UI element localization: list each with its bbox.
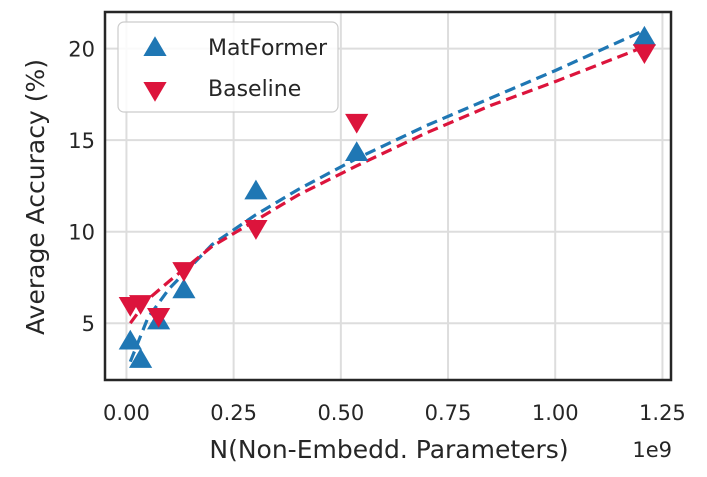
y-tick-label: 20 (68, 38, 95, 62)
x-tick-label: 0.50 (317, 401, 364, 425)
point-baseline (128, 295, 153, 315)
point-baseline (345, 113, 369, 134)
fit-line-matformer (128, 28, 646, 363)
point-baseline (244, 220, 268, 240)
legend: MatFormer Baseline (117, 21, 339, 113)
point-matformer (345, 141, 369, 161)
x-tick-label: 1.25 (639, 401, 686, 425)
data-points (118, 25, 657, 368)
y-tick-label: 5 (82, 312, 95, 336)
point-matformer (244, 179, 268, 200)
plot-frame (103, 10, 673, 382)
point-baseline (146, 307, 171, 328)
point-matformer (128, 348, 153, 368)
point-matformer (632, 25, 657, 46)
fit-lines (128, 28, 646, 363)
point-matformer (172, 278, 196, 299)
legend-label-baseline: Baseline (208, 77, 301, 102)
x-tick-label: 0.25 (210, 401, 257, 425)
y-tick-label: 10 (68, 221, 95, 245)
point-matformer (118, 329, 142, 350)
x-axis-label: N(Non-Embedd. Parameters) (209, 435, 568, 464)
x-tick-label: 0.00 (103, 401, 150, 425)
x-axis-offset-label: 1e9 (632, 438, 672, 462)
legend-box (117, 21, 339, 113)
y-tick-labels: 5 10 15 20 (68, 38, 95, 337)
legend-label-matformer: MatFormer (208, 36, 328, 61)
point-baseline (172, 262, 196, 282)
legend-marker-matformer (143, 36, 167, 56)
y-axis-label: Average Accuracy (%) (21, 59, 50, 335)
fit-line-baseline (129, 45, 645, 325)
x-tick-label: 0.75 (425, 401, 472, 425)
point-baseline (632, 44, 657, 65)
legend-marker-baseline (143, 82, 167, 102)
x-tick-labels: 0.00 0.25 0.50 0.75 1.00 1.25 (103, 401, 686, 425)
x-tick-label: 1.00 (532, 401, 579, 425)
y-tick-label: 15 (68, 129, 95, 153)
